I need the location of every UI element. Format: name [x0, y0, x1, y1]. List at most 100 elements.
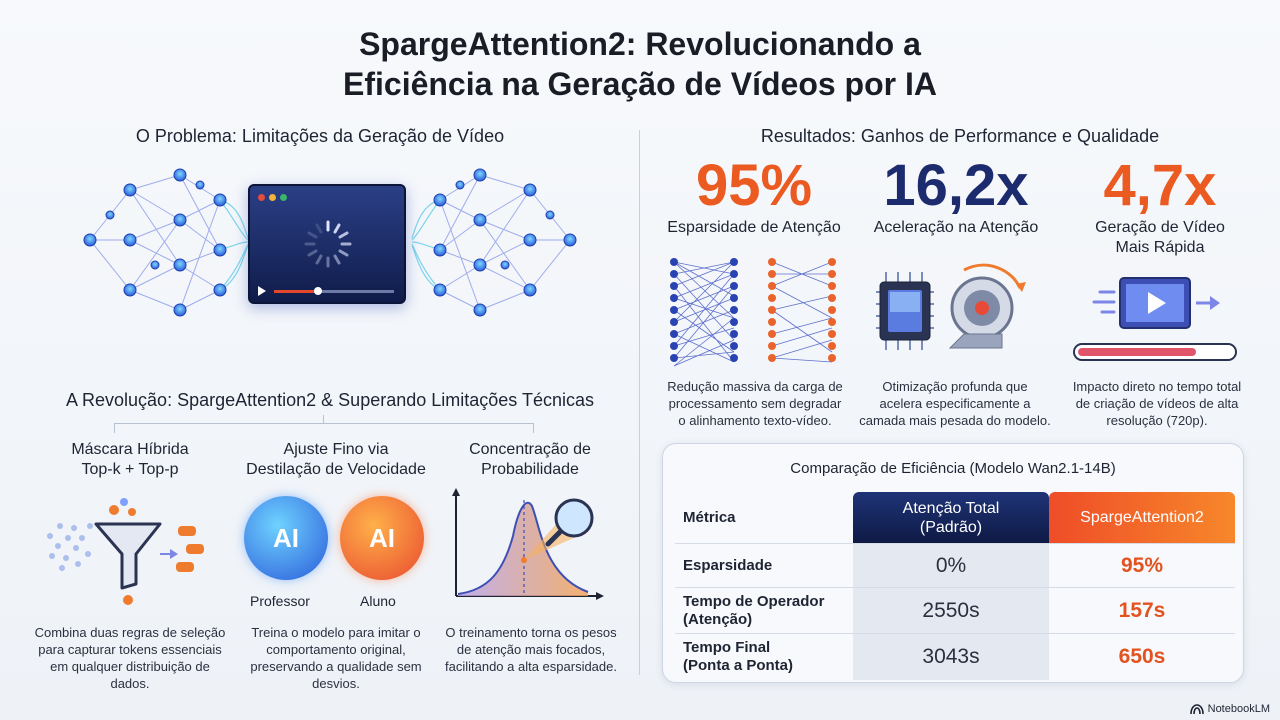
stat-acceleration-value: 16,2x [883, 153, 1029, 218]
col-heading-line-1: Concentração de [469, 441, 591, 458]
stat-video-speed: 4,7x Geração de Vídeo Mais Rápida [1066, 154, 1254, 258]
brace-stem [323, 415, 324, 423]
results-heading: Resultados: Ganhos de Performance e Qual… [760, 126, 1160, 146]
brand-label: NotebookLM [1207, 703, 1270, 715]
sparse-attention-icon [670, 258, 836, 367]
title-line-2: Eficiência na Geração de Vídeos por IA [343, 66, 937, 102]
row-sparge-value: 157s [1118, 598, 1166, 622]
revolution-heading: A Revolução: SpargeAttention2 & Superand… [66, 390, 594, 410]
row-metric: Esparsidade [683, 556, 773, 574]
row-metric-line-2: (Atenção) [683, 610, 753, 628]
desc-line: para capturar tokens essenciais [38, 642, 222, 657]
desc-line: camada mais pesada do modelo. [859, 413, 1051, 428]
stat-video-speed-desc: Impacto direto no tempo total de criação… [1058, 378, 1256, 429]
stat-sparsity: 95% Esparsidade de Atenção [664, 154, 844, 238]
col-distillation-desc: Treina o modelo para imitar o comportame… [236, 624, 436, 692]
stat-acceleration-desc: Otimização profunda que acelera especifi… [856, 378, 1054, 429]
desc-line: facilitando a alta esparsidade. [444, 659, 617, 674]
stat-video-speed-value: 4,7x [1103, 153, 1217, 218]
loading-spinner-icon [304, 220, 352, 268]
comparison-title: Comparação de Eficiência (Modelo Wan2.1-… [790, 460, 1116, 477]
col-distillation-heading: Ajuste Fino via Destilação de Velocidade [236, 440, 436, 480]
row-metric-line-1: Tempo de Operador [683, 592, 825, 610]
window-close-dot [258, 194, 265, 201]
col-hybrid-mask-heading: Máscara Híbrida Top-k + Top-p [40, 440, 220, 480]
video-progress-knob [314, 287, 322, 295]
desc-line: desvios. [312, 676, 360, 691]
header-total-line-1: Atenção Total [902, 499, 1000, 517]
column-divider [639, 130, 640, 675]
probability-curve-icon [452, 488, 604, 600]
left-network-nodes [83, 168, 227, 317]
desc-line: preservando a qualidade sem [250, 659, 422, 674]
desc-line: resolução (720p). [1106, 413, 1208, 428]
header-total-line-2: (Padrão) [919, 518, 983, 536]
col-heading-line-2: Destilação de Velocidade [246, 461, 426, 478]
col-probability-desc: O treinamento torna os pesos de atenção … [436, 624, 626, 675]
video-player-window [248, 184, 406, 304]
col-probability-heading: Concentração de Probabilidade [450, 440, 610, 480]
row-metric: Tempo Final (Ponta a Ponta) [675, 634, 853, 680]
desc-line: Otimização profunda que [882, 379, 1028, 394]
desc-line: em qualquer distribuição de [50, 659, 210, 674]
col-hybrid-mask-desc: Combina duas regras de seleção para capt… [30, 624, 230, 692]
video-progress-bar [274, 287, 394, 295]
stat-video-speed-label-1: Geração de Vídeo [1095, 219, 1225, 236]
play-icon [258, 286, 266, 296]
col-heading-line-1: Máscara Híbrida [71, 441, 189, 458]
row-total-value: 2550s [853, 588, 1049, 633]
row-total-value: 0% [853, 544, 1049, 587]
title-line-1: SpargeAttention2: Revolucionando a [359, 26, 921, 62]
row-metric-line-1: Tempo Final [683, 639, 771, 656]
header-total-attention: Atenção Total (Padrão) [853, 492, 1049, 543]
desc-line: O treinamento torna os pesos [445, 625, 617, 640]
header-metric: Métrica [683, 508, 736, 526]
desc-line: Impacto direto no tempo total [1072, 379, 1242, 394]
heading-brace [114, 423, 534, 433]
right-network-nodes [433, 168, 577, 317]
desc-line: o alinhamento texto-vídeo. [678, 413, 832, 428]
stat-video-speed-label-2: Mais Rápida [1115, 239, 1205, 256]
desc-line: comportamento original, [266, 642, 406, 657]
problem-heading: O Problema: Limitações da Geração de Víd… [135, 126, 505, 146]
stat-sparsity-desc: Redução massiva da carga de processament… [658, 378, 852, 429]
fast-video-icon [1073, 277, 1237, 361]
right-network-lines [439, 174, 571, 311]
row-metric: Tempo de Operador (Atenção) [675, 588, 853, 633]
table-row: Esparsidade 0% 95% [675, 544, 1235, 588]
teacher-brain-icon: AI [244, 496, 328, 580]
desc-line: Treina o modelo para imitar o [251, 625, 421, 640]
col-heading-line-1: Ajuste Fino via [283, 441, 389, 458]
notebooklm-brand: NotebookLM [1189, 703, 1270, 715]
desc-line: Combina duas regras de seleção [34, 625, 226, 640]
right-stream-lines [411, 199, 441, 291]
funnel-icon [47, 498, 204, 605]
desc-line: de atenção mais focados, [456, 642, 606, 657]
window-maximize-dot [280, 194, 287, 201]
row-total-value: 3043s [853, 634, 1049, 680]
comparison-card: Comparação de Eficiência (Modelo Wan2.1-… [662, 443, 1244, 683]
neural-network-illustration [83, 168, 577, 317]
video-progress-fill [274, 290, 318, 293]
teacher-label: Professor [250, 593, 310, 609]
student-label: Aluno [360, 593, 396, 609]
table-row: Tempo Final (Ponta a Ponta) 3043s 650s [675, 634, 1235, 680]
table-header-row: Métrica Atenção Total (Padrão) SpargeAtt… [675, 492, 1235, 544]
col-heading-line-2: Top-k + Top-p [81, 461, 179, 478]
desc-line: processamento sem degradar [668, 396, 842, 411]
table-row: Tempo de Operador (Atenção) 2550s 157s [675, 588, 1235, 634]
notebooklm-logo-icon [1189, 703, 1204, 714]
stat-acceleration: 16,2x Aceleração na Atenção [862, 154, 1050, 238]
col-heading-line-2: Probabilidade [481, 461, 579, 478]
stat-sparsity-label: Esparsidade de Atenção [667, 219, 841, 236]
page-title: SpargeAttention2: Revolucionando a Efici… [0, 24, 1280, 104]
left-network-lines [89, 174, 221, 311]
left-stream-lines [219, 199, 249, 291]
row-sparge-value: 95% [1120, 553, 1164, 577]
header-sparge: SpargeAttention2 [1049, 492, 1235, 543]
stat-acceleration-label: Aceleração na Atenção [873, 219, 1039, 236]
window-minimize-dot [269, 194, 276, 201]
chip-turbo-icon [876, 263, 1026, 350]
stat-sparsity-value: 95% [695, 153, 813, 218]
